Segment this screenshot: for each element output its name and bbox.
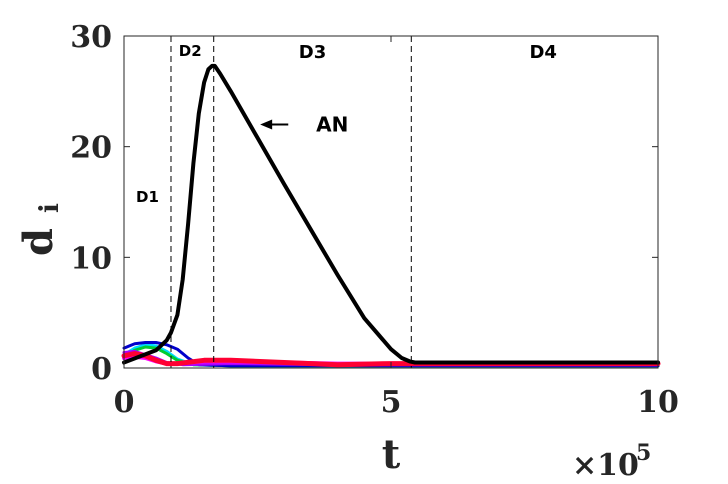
y-tick-label: 30 — [70, 20, 112, 55]
region-label-d4: D4 — [529, 42, 556, 63]
x-multiplier-exponent: 5 — [636, 440, 651, 466]
region-label-d1: D1 — [136, 188, 159, 206]
y-axis-label-subscript: i — [35, 203, 65, 213]
tick-layer: 0 5 10 0 10 20 30 — [70, 20, 679, 420]
series-line-0 — [122, 63, 660, 365]
divider-layer — [170, 36, 412, 368]
y-tick-label: 20 — [70, 131, 112, 166]
y-tick-label: 0 — [91, 352, 112, 387]
y-axis-label: d — [15, 228, 62, 256]
annotation-label: AN — [316, 113, 348, 137]
region-label-d3: D3 — [299, 42, 326, 63]
y-tick-label: 10 — [70, 241, 112, 276]
plot-area — [124, 36, 658, 368]
x-axis-label: t — [382, 431, 401, 478]
x-multiplier: ×10 — [572, 448, 639, 483]
x-tick-label: 0 — [114, 385, 135, 420]
x-tick-label: 5 — [381, 385, 402, 420]
region-label-d2: D2 — [179, 42, 202, 60]
x-tick-label: 10 — [637, 385, 679, 420]
annotation-arrow-head — [260, 119, 273, 130]
annotation-layer: D1 D2 D3 D4 AN — [136, 42, 557, 206]
